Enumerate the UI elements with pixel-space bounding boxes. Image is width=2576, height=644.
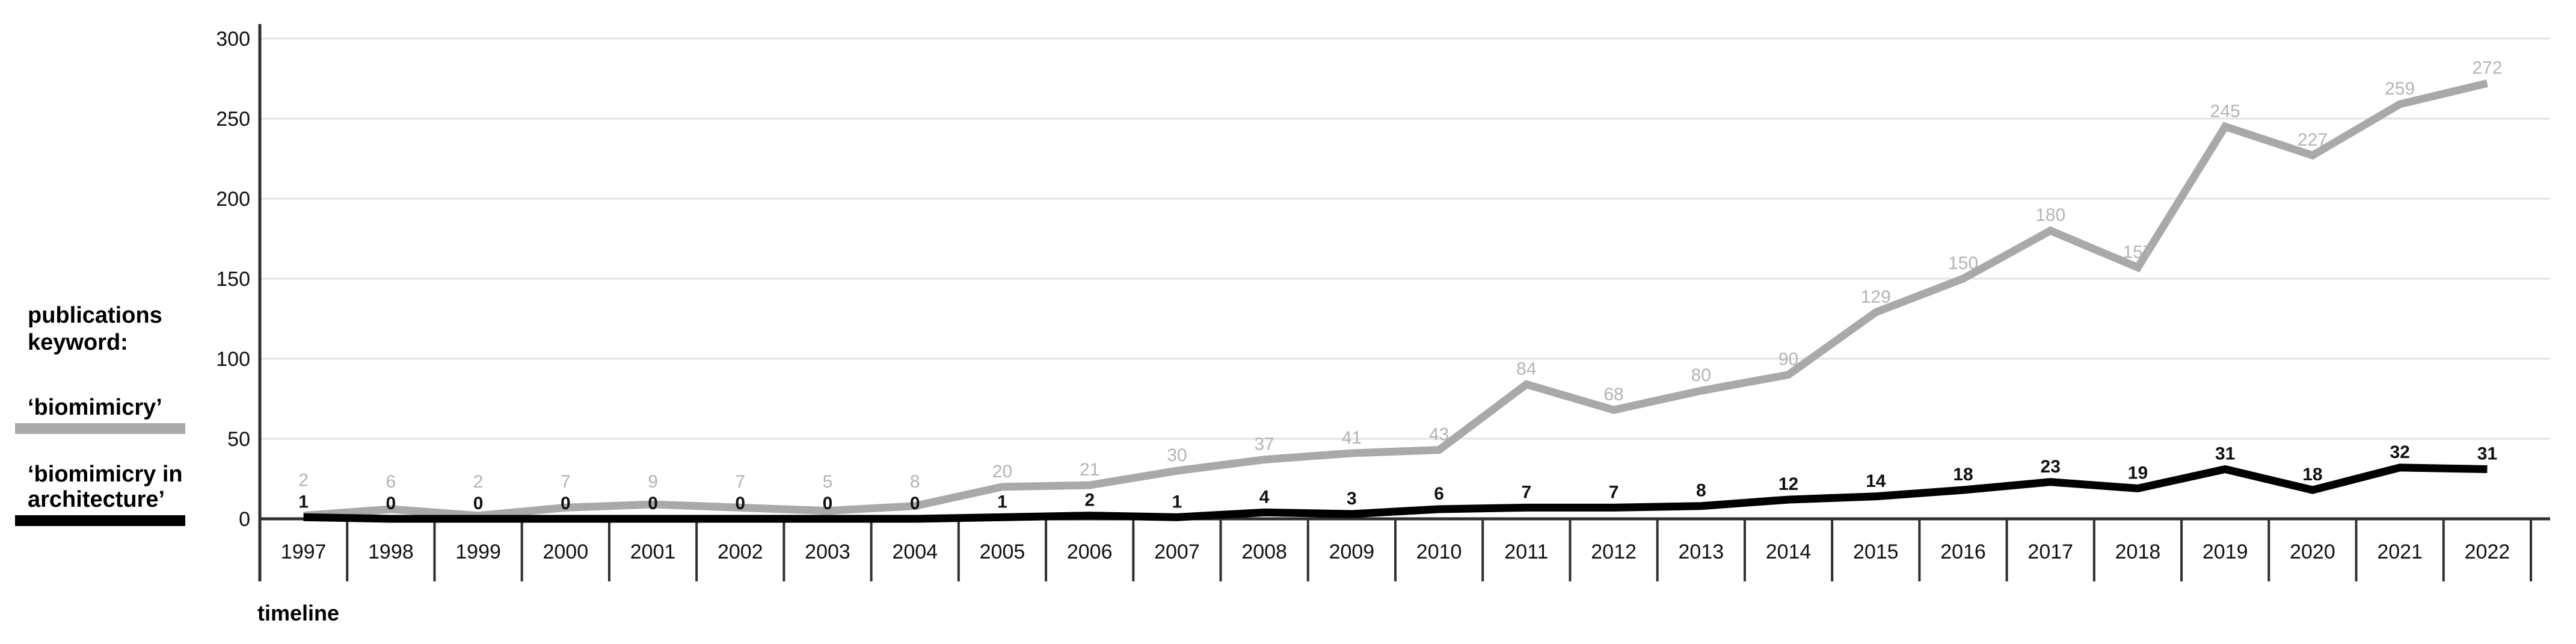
legend-heading: publications keyword: bbox=[28, 303, 162, 355]
y-axis-label: 100 bbox=[216, 348, 250, 371]
value-label-biomimicry-in-architecture: 0 bbox=[910, 494, 920, 513]
value-label-biomimicry: 272 bbox=[2472, 58, 2502, 78]
value-label-biomimicry-in-architecture: 18 bbox=[2302, 465, 2322, 485]
value-label-biomimicry: 20 bbox=[992, 462, 1012, 481]
value-label-biomimicry: 6 bbox=[386, 472, 396, 492]
year-label: 2002 bbox=[718, 540, 763, 563]
value-label-biomimicry-in-architecture: 7 bbox=[1522, 482, 1532, 502]
y-axis-label: 50 bbox=[227, 428, 250, 451]
year-label: 2021 bbox=[2377, 540, 2423, 563]
value-label-biomimicry: 8 bbox=[910, 472, 920, 492]
year-label: 2013 bbox=[1678, 540, 1724, 563]
value-label-biomimicry: 2 bbox=[298, 470, 309, 490]
value-label-biomimicry: 129 bbox=[1861, 287, 1891, 307]
value-label-biomimicry: 227 bbox=[2298, 130, 2328, 150]
year-label: 1997 bbox=[281, 540, 327, 563]
legend-item-biomimicry: ‘biomimicry’ bbox=[15, 395, 195, 434]
value-label-biomimicry-in-architecture: 6 bbox=[1434, 484, 1444, 504]
value-label-biomimicry-in-architecture: 1 bbox=[1172, 492, 1182, 512]
value-label-biomimicry-in-architecture: 0 bbox=[561, 494, 571, 513]
year-label: 2019 bbox=[2203, 540, 2248, 563]
value-label-biomimicry-in-architecture: 12 bbox=[1778, 474, 1798, 494]
year-label: 2007 bbox=[1154, 540, 1200, 563]
value-label-biomimicry: 7 bbox=[735, 472, 745, 492]
year-label: 2018 bbox=[2115, 540, 2161, 563]
year-label: 2022 bbox=[2465, 540, 2510, 563]
legend-swatch-gray bbox=[15, 423, 185, 434]
value-label-biomimicry: 157 bbox=[2123, 242, 2153, 262]
value-label-biomimicry: 80 bbox=[1691, 365, 1711, 385]
value-label-biomimicry: 41 bbox=[1342, 428, 1362, 448]
value-label-biomimicry: 245 bbox=[2210, 101, 2240, 121]
year-label: 2020 bbox=[2290, 540, 2335, 563]
year-label: 2011 bbox=[1504, 540, 1548, 563]
y-axis-label: 150 bbox=[216, 268, 250, 291]
value-label-biomimicry: 84 bbox=[1516, 359, 1536, 379]
year-label: 1998 bbox=[368, 540, 414, 563]
value-label-biomimicry: 21 bbox=[1080, 460, 1099, 480]
value-label-biomimicry-in-architecture: 19 bbox=[2128, 463, 2148, 483]
year-label: 2010 bbox=[1416, 540, 1462, 563]
value-label-biomimicry-in-architecture: 4 bbox=[1259, 487, 1270, 507]
value-label-biomimicry-in-architecture: 1 bbox=[997, 492, 1007, 512]
value-label-biomimicry: 180 bbox=[2035, 205, 2065, 225]
value-label-biomimicry-in-architecture: 31 bbox=[2215, 444, 2235, 464]
year-label: 2001 bbox=[630, 540, 676, 563]
year-label: 2016 bbox=[1940, 540, 1986, 563]
value-label-biomimicry-in-architecture: 7 bbox=[1609, 482, 1619, 502]
value-label-biomimicry-in-architecture: 8 bbox=[1696, 481, 1706, 501]
series-line-biomimicry bbox=[303, 79, 2488, 520]
year-label: 2017 bbox=[2027, 540, 2073, 563]
year-label: 1999 bbox=[455, 540, 501, 563]
value-label-biomimicry-in-architecture: 32 bbox=[2390, 442, 2409, 462]
value-label-biomimicry-in-architecture: 0 bbox=[473, 494, 484, 513]
value-label-biomimicry-in-architecture: 3 bbox=[1347, 489, 1357, 509]
legend-item-biomimicry-in-architecture: ‘biomimicry in architecture’ bbox=[15, 462, 195, 526]
value-label-biomimicry-in-architecture: 0 bbox=[823, 494, 833, 513]
year-label: 2014 bbox=[1766, 540, 1812, 563]
year-label: 2006 bbox=[1067, 540, 1113, 563]
year-label: 2012 bbox=[1591, 540, 1637, 563]
value-label-biomimicry-in-architecture: 23 bbox=[2041, 457, 2061, 477]
legend-item-label: ‘biomimicry in architecture’ bbox=[28, 462, 183, 512]
chart-legend: publications keyword: ‘biomimicry’ ‘biom… bbox=[15, 302, 195, 526]
year-label: 2009 bbox=[1329, 540, 1375, 563]
value-label-biomimicry-in-architecture: 0 bbox=[735, 494, 745, 513]
value-label-biomimicry: 7 bbox=[561, 472, 571, 492]
year-label: 2015 bbox=[1853, 540, 1899, 563]
value-label-biomimicry: 2 bbox=[473, 472, 484, 492]
value-label-biomimicry-in-architecture: 0 bbox=[386, 494, 396, 513]
y-axis-label: 200 bbox=[216, 188, 250, 211]
x-axis-title: timeline bbox=[257, 601, 340, 625]
y-axis-label: 250 bbox=[216, 108, 250, 131]
value-label-biomimicry: 5 bbox=[823, 472, 833, 492]
value-label-biomimicry-in-architecture: 18 bbox=[1953, 465, 1973, 485]
year-label: 2000 bbox=[543, 540, 588, 563]
value-label-biomimicry: 259 bbox=[2385, 79, 2415, 99]
year-label: 2004 bbox=[892, 540, 938, 563]
value-label-biomimicry-in-architecture: 2 bbox=[1084, 491, 1095, 510]
year-label: 2008 bbox=[1241, 540, 1287, 563]
value-label-biomimicry: 150 bbox=[1948, 253, 1978, 273]
value-label-biomimicry-in-architecture: 31 bbox=[2477, 444, 2497, 464]
y-axis-label: 300 bbox=[216, 28, 250, 51]
y-axis-label: 0 bbox=[239, 508, 250, 531]
year-label: 2005 bbox=[980, 540, 1025, 563]
value-label-biomimicry: 30 bbox=[1167, 445, 1187, 465]
value-label-biomimicry-in-architecture: 0 bbox=[648, 494, 658, 513]
value-label-biomimicry-in-architecture: 14 bbox=[1866, 471, 1886, 491]
legend-item-label: ‘biomimicry’ bbox=[28, 395, 162, 420]
value-label-biomimicry: 68 bbox=[1603, 385, 1623, 404]
value-label-biomimicry: 9 bbox=[648, 472, 658, 492]
value-label-biomimicry: 43 bbox=[1429, 425, 1449, 445]
value-label-biomimicry-in-architecture: 1 bbox=[298, 492, 309, 512]
year-label: 2003 bbox=[805, 540, 850, 563]
value-label-biomimicry: 37 bbox=[1254, 435, 1274, 454]
legend-swatch-black bbox=[15, 515, 185, 526]
value-label-biomimicry: 90 bbox=[1778, 350, 1798, 370]
series-line-biomimicry-in-architecture bbox=[303, 463, 2488, 523]
